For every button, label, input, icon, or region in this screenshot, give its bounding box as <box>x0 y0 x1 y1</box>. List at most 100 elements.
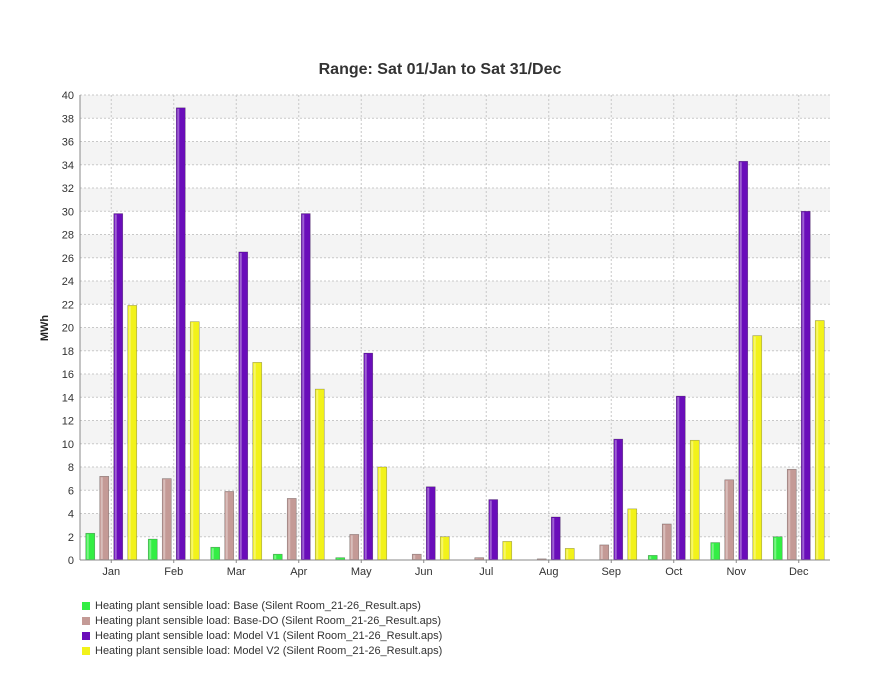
grid-band <box>80 420 830 444</box>
bar-highlight <box>288 499 291 559</box>
y-tick-label: 40 <box>62 90 74 102</box>
y-tick-label: 10 <box>62 439 74 451</box>
axes: 0246810121416182022242628303234363840Jan… <box>62 90 830 578</box>
y-tick-label: 22 <box>62 299 74 311</box>
bar-highlight <box>753 336 756 559</box>
bar-highlight <box>489 500 492 559</box>
y-axis-label: MWh <box>39 315 51 342</box>
bar-highlight <box>816 321 819 559</box>
x-tick-label-jan: Jan <box>102 566 120 578</box>
bar-highlight <box>86 534 89 559</box>
grid-band <box>80 374 830 398</box>
legend-label: Heating plant sensible load: Model V1 (S… <box>95 629 443 642</box>
bar-highlight <box>691 441 694 559</box>
bar-highlight <box>427 487 430 559</box>
legend: Heating plant sensible load: Base (Silen… <box>82 598 442 658</box>
x-tick-label-feb: Feb <box>164 566 183 578</box>
legend-label: Heating plant sensible load: Model V2 (S… <box>95 644 443 657</box>
bar-highlight <box>614 440 617 559</box>
grid-band <box>80 234 830 258</box>
bar-highlight <box>788 470 791 559</box>
bar-highlight <box>725 480 728 559</box>
bar-highlight <box>302 214 305 559</box>
y-tick-label: 6 <box>68 485 74 497</box>
bar-highlight <box>350 535 353 559</box>
grid-band <box>80 467 830 491</box>
bar-highlight <box>253 363 256 559</box>
legend-swatch <box>82 631 90 640</box>
legend-item-1: Heating plant sensible load: Base (Silen… <box>82 598 442 613</box>
x-tick-label-aug: Aug <box>539 566 559 578</box>
bar-highlight <box>739 162 742 559</box>
y-tick-label: 18 <box>62 346 74 358</box>
y-tick-label: 16 <box>62 369 74 381</box>
legend-item-3: Heating plant sensible load: Model V1 (S… <box>82 628 442 643</box>
legend-label: Heating plant sensible load: Base-DO (Si… <box>95 614 442 627</box>
bar-highlight <box>802 212 805 559</box>
y-tick-label: 32 <box>62 183 74 195</box>
bar-highlight <box>503 542 506 559</box>
grid-band <box>80 188 830 212</box>
x-tick-label-mar: Mar <box>227 566 246 578</box>
x-tick-label-jul: Jul <box>479 566 493 578</box>
y-tick-label: 24 <box>62 276 74 288</box>
bar-highlight <box>114 214 117 559</box>
bar-highlight <box>378 468 381 559</box>
x-tick-label-apr: Apr <box>290 566 307 578</box>
y-tick-label: 12 <box>62 416 74 428</box>
x-tick-label-oct: Oct <box>665 566 682 578</box>
y-tick-label: 4 <box>68 509 74 521</box>
grid-band <box>80 513 830 537</box>
bars <box>85 107 825 561</box>
bar-highlight <box>225 492 228 559</box>
bar-highlight <box>128 306 131 559</box>
bar-highlight <box>163 479 166 559</box>
bar-highlight <box>552 517 555 559</box>
bar-highlight <box>566 549 569 559</box>
x-tick-label-sep: Sep <box>601 566 621 578</box>
bar-highlight <box>774 537 777 559</box>
y-tick-label: 34 <box>62 160 74 172</box>
bar-highlight <box>100 477 103 559</box>
grid <box>80 94 830 561</box>
y-tick-label: 38 <box>62 113 74 125</box>
bar-highlight <box>711 543 714 559</box>
y-tick-label: 20 <box>62 323 74 335</box>
y-tick-label: 30 <box>62 206 74 218</box>
bar-highlight <box>316 390 319 559</box>
chart-title: Range: Sat 01/Jan to Sat 31/Dec <box>319 61 562 78</box>
x-tick-label-jun: Jun <box>415 566 433 578</box>
bar-highlight <box>177 108 180 559</box>
y-tick-label: 28 <box>62 230 74 242</box>
y-tick-label: 0 <box>68 555 74 567</box>
bar-highlight <box>149 540 152 559</box>
y-tick-label: 8 <box>68 462 74 474</box>
x-tick-label-may: May <box>351 566 372 578</box>
y-tick-label: 36 <box>62 137 74 149</box>
legend-swatch <box>82 646 90 655</box>
x-tick-label-nov: Nov <box>726 566 746 578</box>
y-tick-label: 2 <box>68 532 74 544</box>
bar-highlight <box>441 537 444 559</box>
legend-item-2: Heating plant sensible load: Base-DO (Si… <box>82 613 442 628</box>
legend-swatch <box>82 616 90 625</box>
bar-highlight <box>663 524 666 559</box>
bar-highlight <box>274 555 277 559</box>
bar-highlight <box>239 252 242 559</box>
legend-item-4: Heating plant sensible load: Model V2 (S… <box>82 643 442 658</box>
bar-highlight <box>677 397 680 559</box>
bar-highlight <box>649 556 652 559</box>
legend-swatch <box>82 601 90 610</box>
bar-highlight <box>628 509 631 559</box>
bar-highlight <box>364 354 367 559</box>
bar-highlight <box>211 548 214 559</box>
bar-highlight <box>600 545 603 559</box>
grid-band <box>80 327 830 351</box>
y-tick-label: 14 <box>62 392 74 404</box>
legend-label: Heating plant sensible load: Base (Silen… <box>95 599 421 612</box>
grid-band <box>80 141 830 165</box>
bar-highlight <box>413 555 416 559</box>
x-tick-label-dec: Dec <box>789 566 809 578</box>
bar-highlight <box>191 322 194 559</box>
